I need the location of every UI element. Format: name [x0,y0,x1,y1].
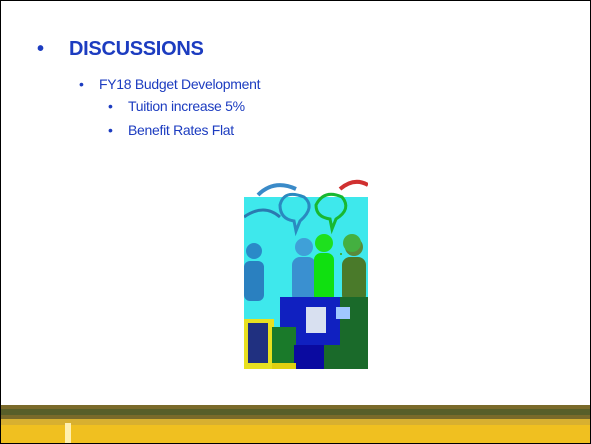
bullet-subitem: Benefit Rates Flat [128,122,234,138]
bullet-subitem: Tuition increase 5% [128,98,245,114]
footer-band [1,405,590,443]
discussion-image [244,177,368,369]
slide: DISCUSSIONS FY18 Budget Development Tuit… [0,0,591,444]
bullet-heading: DISCUSSIONS [69,38,204,61]
page: {"slide": {"bullets": [{"text": "DISCUSS… [0,0,591,444]
bullet-item: FY18 Budget Development [99,76,260,92]
